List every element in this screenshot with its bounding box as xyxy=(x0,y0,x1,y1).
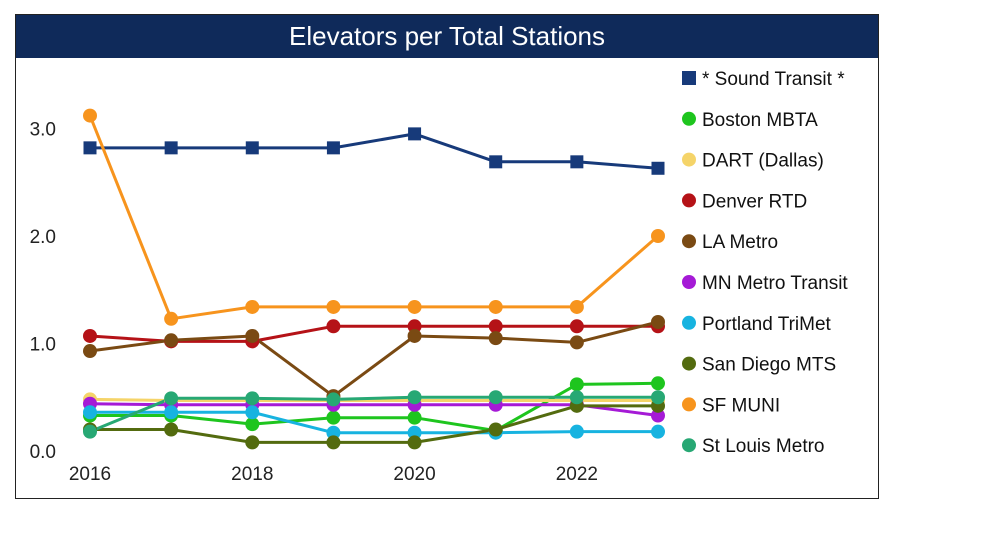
data-point xyxy=(83,424,97,439)
data-point xyxy=(245,435,260,450)
data-point xyxy=(407,425,422,440)
data-point xyxy=(407,435,422,450)
legend-label: DART (Dallas) xyxy=(702,151,824,172)
data-point xyxy=(245,141,259,155)
legend-swatch xyxy=(682,111,696,126)
y-tick-label: 1.0 xyxy=(30,335,56,356)
data-point xyxy=(245,299,260,314)
data-point xyxy=(488,422,503,437)
x-tick-label: 2020 xyxy=(393,464,435,485)
data-point xyxy=(164,405,179,420)
x-tick-label: 2016 xyxy=(69,464,111,485)
data-point xyxy=(326,141,340,155)
data-point xyxy=(326,319,341,334)
data-point xyxy=(651,390,665,405)
data-point xyxy=(651,229,665,243)
y-tick-label: 3.0 xyxy=(30,120,56,141)
series-line xyxy=(90,132,659,170)
data-point xyxy=(83,344,97,359)
data-point xyxy=(569,377,584,392)
legend-label: Portland TriMet xyxy=(702,314,832,335)
legend-label: LA Metro xyxy=(702,232,778,253)
y-tick-label: 2.0 xyxy=(30,227,56,248)
legend-label: Denver RTD xyxy=(702,191,807,212)
series-line xyxy=(88,115,659,321)
legend-swatch xyxy=(682,315,696,330)
series-line xyxy=(90,410,658,435)
data-point xyxy=(569,424,584,439)
data-point xyxy=(245,391,260,406)
data-point xyxy=(569,390,584,405)
data-point xyxy=(407,319,422,334)
series-line xyxy=(89,395,658,433)
legend-swatch xyxy=(682,397,696,412)
legend-swatch xyxy=(682,438,696,453)
data-point xyxy=(164,311,179,326)
data-point xyxy=(83,405,97,420)
data-point xyxy=(326,299,341,314)
data-point xyxy=(245,417,260,432)
data-point xyxy=(569,299,584,314)
data-point xyxy=(489,155,503,169)
series-lines xyxy=(88,115,659,444)
legend-swatch xyxy=(682,152,696,167)
legend: * Sound Transit * Boston MBTA DART (Dallas… xyxy=(682,69,848,457)
data-point xyxy=(651,161,665,175)
legend-label: * Sound Transit * xyxy=(702,69,845,90)
y-tick-label: 0.0 xyxy=(30,442,56,463)
line-chart: 0.0 1.0 2.0 3.0 2016 2018 2020 2022 * Sound Tra… xyxy=(30,69,849,486)
data-point xyxy=(164,141,178,155)
legend-label: St Louis Metro xyxy=(702,436,825,457)
series-markers xyxy=(83,108,665,450)
legend-swatch xyxy=(682,356,696,371)
data-point xyxy=(245,405,260,420)
legend-label: SF MUNI xyxy=(702,395,780,416)
series-line xyxy=(90,404,658,444)
data-point xyxy=(569,335,584,350)
data-point xyxy=(651,408,665,423)
data-point xyxy=(488,331,503,346)
series-line xyxy=(89,324,658,343)
legend-label: Boston MBTA xyxy=(702,110,818,131)
data-point xyxy=(570,155,584,169)
data-point xyxy=(407,299,422,314)
data-point xyxy=(245,328,260,343)
data-point xyxy=(326,392,341,407)
data-point xyxy=(326,425,341,440)
x-tick-label: 2022 xyxy=(556,464,598,485)
data-point xyxy=(488,299,503,314)
data-point xyxy=(164,391,179,406)
series-line xyxy=(89,402,659,417)
series-line xyxy=(89,397,658,402)
series-line xyxy=(90,381,659,433)
data-point xyxy=(488,390,503,405)
data-point xyxy=(326,410,341,425)
data-point xyxy=(408,127,422,141)
data-point xyxy=(651,424,665,439)
data-point xyxy=(83,108,97,123)
data-point xyxy=(164,422,179,437)
x-tick-label: 2018 xyxy=(231,464,273,485)
data-point xyxy=(407,410,422,425)
legend-swatch xyxy=(682,193,696,208)
data-point xyxy=(164,333,179,348)
data-point xyxy=(488,319,503,334)
legend-label: San Diego MTS xyxy=(702,355,836,376)
legend-swatch xyxy=(682,71,696,85)
chart-title: Elevators per Total Stations xyxy=(16,15,878,58)
series-line xyxy=(89,320,659,398)
axis-ticks: 0.0 1.0 2.0 3.0 2016 2018 2020 2022 xyxy=(30,120,598,486)
data-point xyxy=(651,315,665,329)
legend-swatch xyxy=(682,275,696,289)
data-point xyxy=(326,435,341,450)
data-point xyxy=(83,141,97,155)
data-point xyxy=(569,319,584,334)
legend-swatch xyxy=(682,234,696,249)
chart-frame: 0.0 1.0 2.0 3.0 2016 2018 2020 2022 * Sound Tra… xyxy=(15,14,879,499)
data-point xyxy=(83,328,97,343)
data-point xyxy=(407,328,422,343)
legend-label: MN Metro Transit xyxy=(702,273,848,294)
data-point xyxy=(407,390,422,405)
data-point xyxy=(651,376,665,391)
